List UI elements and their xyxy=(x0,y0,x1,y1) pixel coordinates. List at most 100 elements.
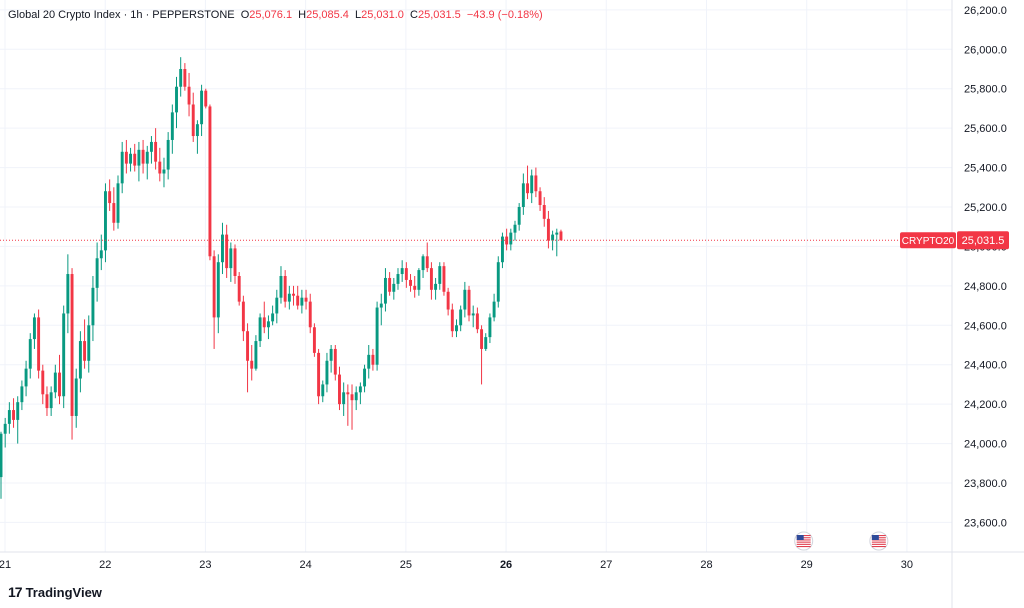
candle-body xyxy=(120,151,124,184)
candle xyxy=(170,104,174,154)
candle-body xyxy=(53,372,57,393)
us-flag-canton xyxy=(796,535,804,540)
candle xyxy=(509,228,513,251)
candle xyxy=(74,368,78,428)
candle-body xyxy=(58,372,61,397)
us-flag-icon[interactable] xyxy=(794,531,814,551)
candle xyxy=(66,254,70,334)
candle xyxy=(480,325,484,385)
candle xyxy=(95,242,99,302)
candle-body xyxy=(179,69,183,87)
candle-body xyxy=(212,256,216,318)
price-tag xyxy=(957,231,1009,250)
candle xyxy=(91,276,95,342)
candle-body xyxy=(200,90,204,125)
candle-body xyxy=(208,106,212,257)
close-label: C xyxy=(410,9,418,21)
candle-body xyxy=(158,161,162,174)
candle-body xyxy=(129,153,133,164)
candle xyxy=(237,272,241,306)
candle-body xyxy=(104,191,107,251)
candle-body xyxy=(233,248,237,276)
candle xyxy=(358,382,362,405)
candle xyxy=(283,270,287,308)
candle xyxy=(166,132,170,180)
candle-body xyxy=(505,236,509,245)
candle-body xyxy=(28,339,32,369)
x-tick-label: 27 xyxy=(600,559,612,571)
us-flag-canton xyxy=(871,535,879,540)
x-tick-label: 28 xyxy=(700,559,712,571)
candle xyxy=(517,203,521,231)
candle xyxy=(400,260,404,282)
symbol-tag-label: CRYPTO20 xyxy=(902,236,955,247)
candle xyxy=(129,147,133,172)
candle-body xyxy=(49,392,53,409)
candle-body xyxy=(246,331,250,361)
y-tick-label: 23,600.0 xyxy=(964,517,1007,529)
candle-body xyxy=(195,124,199,137)
candle xyxy=(321,380,325,403)
candle xyxy=(221,222,224,275)
candle xyxy=(484,333,488,351)
candle-body xyxy=(304,297,308,302)
candle xyxy=(409,274,412,292)
candle xyxy=(496,256,500,308)
x-tick-label: 22 xyxy=(99,559,111,571)
candle xyxy=(271,305,275,326)
y-tick-label: 23,800.0 xyxy=(964,478,1007,490)
candle xyxy=(446,287,450,316)
candle-body xyxy=(346,392,350,395)
candle xyxy=(304,289,308,310)
candle-body xyxy=(429,268,433,290)
candle xyxy=(32,313,36,349)
candle xyxy=(375,301,379,371)
candle-body xyxy=(379,303,383,308)
candle xyxy=(120,141,124,194)
candle-body xyxy=(62,313,66,397)
y-tick-label: 25,400.0 xyxy=(964,163,1007,175)
candle-body xyxy=(74,378,78,416)
candle-body xyxy=(225,234,229,269)
change-value: −43.9 (−0.18%) xyxy=(466,9,543,21)
candle-body xyxy=(354,392,358,401)
candle-body xyxy=(526,183,529,194)
candle xyxy=(133,143,137,172)
candle-body xyxy=(279,276,283,298)
candle-body xyxy=(530,175,534,194)
candle-body xyxy=(475,313,479,330)
candle-body xyxy=(41,370,45,395)
candle xyxy=(413,276,417,298)
candle xyxy=(83,319,87,369)
candle xyxy=(108,179,112,211)
x-tick-label: 21 xyxy=(0,559,11,571)
candle xyxy=(438,262,442,290)
us-flag-icon[interactable] xyxy=(869,531,889,551)
candle xyxy=(62,305,66,409)
candle-body xyxy=(492,301,496,318)
candle-body xyxy=(388,277,392,292)
candle xyxy=(530,169,534,204)
us-flag-border xyxy=(869,531,889,551)
candle-body xyxy=(521,183,525,207)
candle-body xyxy=(455,325,458,332)
candle-body xyxy=(145,151,149,164)
candle xyxy=(459,305,463,332)
symbol-tag xyxy=(900,232,956,249)
candle xyxy=(513,220,517,241)
x-tick-label: 25 xyxy=(400,559,412,571)
candle xyxy=(555,228,559,257)
candle-body xyxy=(87,325,91,361)
candle xyxy=(162,157,166,188)
candle-body xyxy=(317,352,321,397)
candle xyxy=(421,254,425,278)
candle xyxy=(41,364,45,405)
candle xyxy=(279,266,283,304)
high-label: H xyxy=(298,9,307,21)
candle-body xyxy=(463,289,467,310)
symbol-title[interactable]: Global 20 Crypto Index · 1h · PEPPERSTON… xyxy=(8,9,235,21)
candle-body xyxy=(513,224,517,233)
tradingview-brand[interactable]: 17 TradingView xyxy=(8,584,102,600)
candle-body xyxy=(363,368,367,387)
